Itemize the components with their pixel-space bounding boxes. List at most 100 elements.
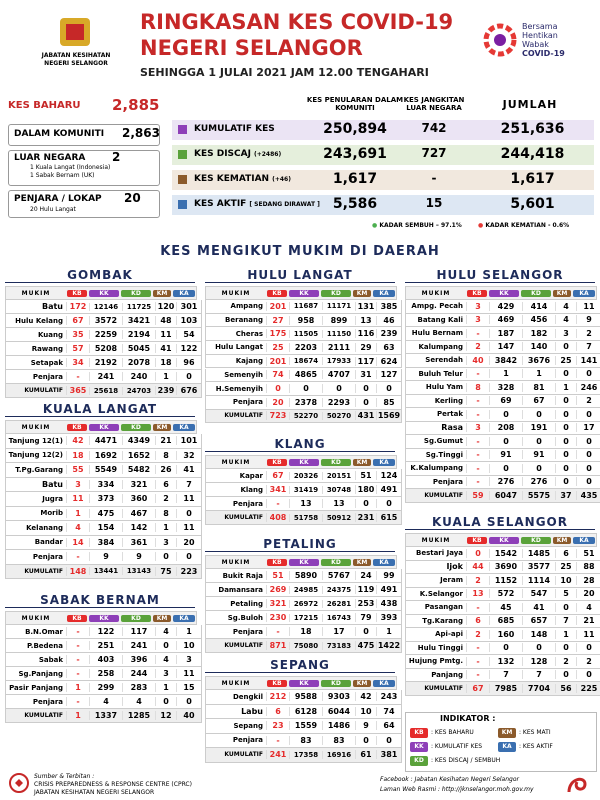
cell: 11171 — [322, 302, 355, 311]
column-header: KM — [553, 536, 571, 544]
table-row: Pasir Panjang 1 299 283 1 15 — [5, 681, 202, 695]
campaign-line: COVID-19 — [522, 49, 565, 58]
summary-row-bg — [172, 170, 594, 190]
table-row: Penjara -9 9 0 0 — [5, 550, 202, 565]
mukim: KUMULATIF — [224, 642, 263, 649]
cell: 0 — [376, 735, 401, 745]
mukim: Labu — [241, 706, 263, 716]
cell: 142 — [122, 523, 155, 533]
table-row: Sg.Buloh 230 17215 16743 79 393 — [205, 611, 402, 625]
mukim: KUMULATIF — [224, 751, 263, 759]
cell: 180 — [355, 485, 376, 494]
cell: 2 — [155, 494, 176, 504]
cell: 0 — [555, 423, 576, 433]
cell: 239 — [155, 386, 176, 395]
footer-line: Sumber & Terbitan : — [34, 773, 95, 780]
column-header: KD — [321, 558, 351, 566]
cell: 101 — [176, 436, 201, 446]
cell: 0 — [466, 548, 489, 558]
table-row: Dengkil 212 9588 9303 42 243 — [205, 690, 402, 705]
summary-label: KES DISCAJ (+2486) — [194, 149, 281, 159]
mukim: Hulu Yam — [425, 383, 463, 392]
table-row: Sepang 23 1559 1486 9 64 — [205, 719, 402, 734]
cell: 3842 — [489, 355, 522, 365]
cell: 385 — [376, 301, 401, 311]
mukim: Penjara — [232, 398, 263, 407]
cell: 41 — [522, 602, 555, 612]
column-header: KD — [521, 536, 551, 544]
cell: - — [466, 477, 489, 487]
cell: 10 — [176, 641, 201, 650]
table-row: Penjara -83 83 0 0 — [205, 733, 402, 748]
column-header: KA — [373, 558, 395, 566]
mukim: Bestari Jaya — [415, 549, 463, 558]
column-header: KD — [521, 289, 551, 297]
cell: - — [266, 499, 289, 508]
cell: 624 — [376, 356, 401, 366]
table-row: Hulu Tinggi -0 0 0 0 — [405, 641, 600, 655]
total-row: KUMULATIF 723 52270 50270 431 1569 — [205, 409, 402, 424]
rate-text: KADAR SEMBUH – 97.1% — [379, 222, 462, 229]
cell: 301 — [176, 302, 201, 311]
cell: 51758 — [289, 513, 322, 522]
cell: 958 — [289, 315, 322, 325]
cell: 24375 — [322, 585, 355, 594]
cell: 26972 — [289, 599, 322, 608]
cell: 11505 — [289, 329, 322, 338]
mukim: Rawang — [31, 344, 63, 353]
cell: 172 — [66, 302, 89, 311]
cell: - — [66, 641, 89, 650]
column-header: KB — [467, 289, 487, 297]
table-row: Buluh Telur -1 1 0 0 — [405, 367, 600, 381]
mukim: Damansara — [218, 585, 263, 594]
cell: 1 — [376, 627, 401, 636]
column-header: KD — [321, 679, 351, 687]
cell: 365 — [66, 386, 89, 395]
cell: 41 — [176, 465, 201, 475]
cell: 1485 — [522, 548, 555, 558]
cell: - — [66, 655, 89, 664]
table-row: Batang Kali 3 469 456 4 9 — [405, 313, 600, 327]
cell: 0 — [576, 670, 600, 680]
table-row: T.Pg.Garang 55 5549 5482 26 41 — [5, 463, 202, 478]
mukim: Bukit Raja — [222, 571, 263, 580]
mukim: Penjara — [232, 499, 263, 508]
summary-label: KES AKTIF[ SEDANG DIRAWAT ] — [194, 199, 320, 209]
cell: 20 — [266, 397, 289, 407]
cell: 283 — [122, 683, 155, 692]
mukim: Sg.Tinggi — [425, 450, 463, 459]
cell: 0 — [555, 450, 576, 460]
cell: 20151 — [322, 471, 355, 480]
cell: 11 — [66, 494, 89, 504]
cell: 341 — [266, 485, 289, 494]
cell: 0 — [522, 643, 555, 653]
cell: 191 — [522, 423, 555, 433]
total-row: KUMULATIF 1 1337 1285 12 40 — [5, 709, 202, 723]
cell: 31 — [355, 370, 376, 380]
mukim: B.N.Omar — [25, 627, 63, 636]
cell: 321 — [122, 479, 155, 489]
total-row: KUMULATIF 241 17358 16916 61 381 — [205, 748, 402, 763]
table-row: Kalumpang 2 147 140 0 7 — [405, 340, 600, 354]
table-row: Kelanang 4 154 142 1 11 — [5, 521, 202, 536]
cell: 2 — [555, 656, 576, 666]
mukim: Petaling — [230, 599, 263, 608]
summary-row-bg — [172, 120, 594, 140]
cell: 25 — [266, 342, 289, 352]
mukim: Tanjung 12(1) — [8, 436, 63, 445]
cell: 20 — [176, 537, 201, 547]
cell: 54 — [176, 330, 201, 339]
summary-value: 243,691 — [323, 146, 387, 162]
cell: 241 — [89, 372, 122, 381]
table-row: Hulu Langat 25 2203 2111 29 63 — [205, 341, 402, 355]
cell: 1559 — [289, 721, 322, 731]
cell: 30748 — [322, 485, 355, 494]
cell: 5575 — [522, 490, 555, 500]
cell: 0 — [355, 735, 376, 745]
cell: 32 — [176, 450, 201, 460]
mukim: Serendah — [425, 356, 463, 365]
mukim: Cheras — [235, 329, 263, 338]
footer-line: JABATAN KESIHATAN NEGERI SELANGOR — [34, 789, 155, 796]
table-row: Bandar 14 384 361 3 20 — [5, 535, 202, 550]
cell: 223 — [176, 566, 201, 576]
